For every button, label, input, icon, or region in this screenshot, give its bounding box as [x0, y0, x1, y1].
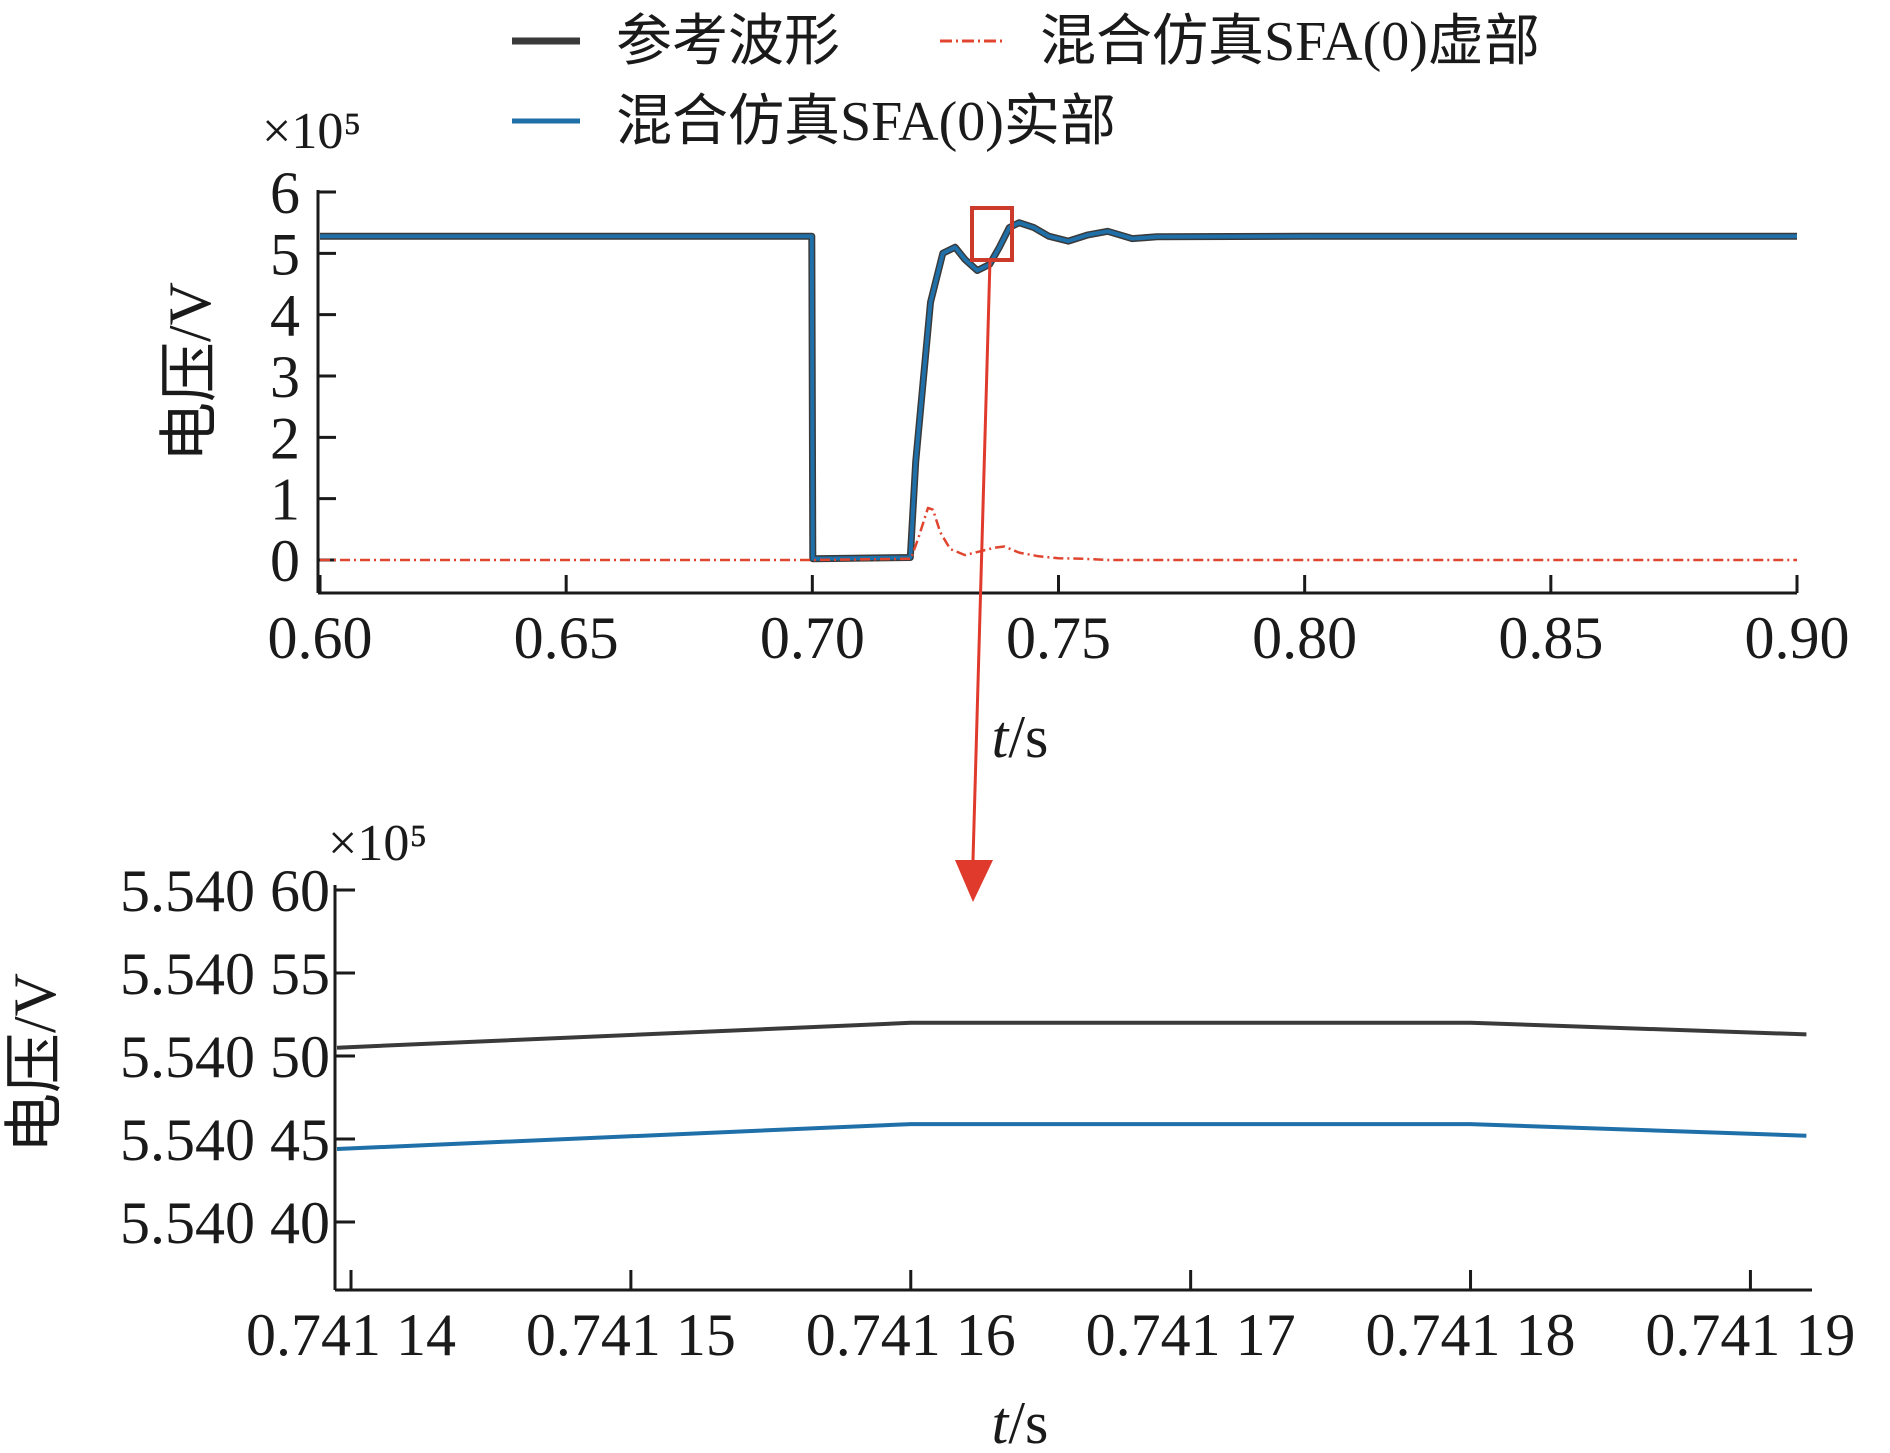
legend-label-real: 混合仿真SFA(0)实部	[616, 91, 1116, 153]
bottom-y-axis-label: 电压/V	[2, 973, 68, 1153]
top-y-tick-label: 1	[270, 467, 300, 533]
bottom-y-tick-label: 5.540 55	[120, 941, 330, 1007]
bottom-series-line-0	[336, 1020, 1807, 1050]
bottom-plot-area	[336, 1020, 1807, 1151]
bottom-x-axis-label: t/s	[992, 1390, 1049, 1453]
bottom-y-tick-label: 5.540 45	[120, 1107, 330, 1173]
top-y-tick-label: 6	[270, 160, 300, 226]
top-plot-area	[320, 219, 1797, 563]
bottom-x-tick-label: 0.741 17	[1086, 1302, 1296, 1368]
bottom-y-tick-label: 5.540 40	[120, 1190, 330, 1256]
bottom-ticks: 0.741 14 0.741 15 0.741 16 0.741 17 0.741 18…	[120, 858, 1855, 1368]
top-series-line-1	[320, 220, 1797, 561]
top-y-tick-label: 0	[270, 528, 300, 594]
top-y-tick-label: 2	[270, 405, 300, 471]
top-x-axis-label: t/s	[992, 704, 1049, 770]
bottom-x-tick-label: 0.741 19	[1645, 1302, 1855, 1368]
bottom-y-tick-label: 5.540 50	[120, 1024, 330, 1090]
bottom-series-line-1	[336, 1122, 1807, 1151]
bottom-chart: ×10⁵ 电压/V 0.741 14 0.741 15 0.741 16 0.741 …	[2, 815, 1855, 1453]
legend: 参考波形 混合仿真SFA(0)虚部 混合仿真SFA(0)实部	[512, 11, 1540, 153]
top-chart: ×10⁵ 电压/V 0.60 0.65 0.70 0.75 0.80 0.85 0.90 01…	[157, 103, 1850, 770]
top-y-axis-label: 电压/V	[157, 282, 223, 462]
bottom-x-tick-label: 0.741 18	[1366, 1302, 1576, 1368]
top-series-line-2	[320, 506, 1797, 562]
top-y-tick-label: 4	[270, 283, 300, 349]
top-x-tick-label: 0.70	[760, 605, 865, 671]
zoom-marker-box	[970, 206, 1014, 262]
bottom-x-tick-label: 0.741 16	[806, 1302, 1016, 1368]
bottom-x-tick-label: 0.741 14	[246, 1302, 456, 1368]
bottom-y-multiplier: ×10⁵	[328, 815, 427, 872]
top-x-tick-label: 0.80	[1252, 605, 1357, 671]
top-x-tick-label: 0.90	[1745, 605, 1850, 671]
legend-label-imag: 混合仿真SFA(0)虚部	[1040, 11, 1540, 73]
top-y-multiplier: ×10⁵	[262, 103, 361, 160]
bottom-y-tick-label: 5.540 60	[120, 858, 330, 924]
top-x-tick-label: 0.60	[268, 605, 373, 671]
bottom-x-tick-label: 0.741 15	[526, 1302, 736, 1368]
top-series-line-0	[320, 219, 1797, 563]
top-x-tick-label: 0.85	[1498, 605, 1603, 671]
top-x-tick-label: 0.65	[514, 605, 619, 671]
top-y-tick-label: 5	[270, 221, 300, 287]
top-x-tick-label: 0.75	[1006, 605, 1111, 671]
top-y-tick-label: 3	[270, 344, 300, 410]
legend-label-reference: 参考波形	[616, 11, 840, 73]
zoom-arrow	[955, 259, 993, 902]
